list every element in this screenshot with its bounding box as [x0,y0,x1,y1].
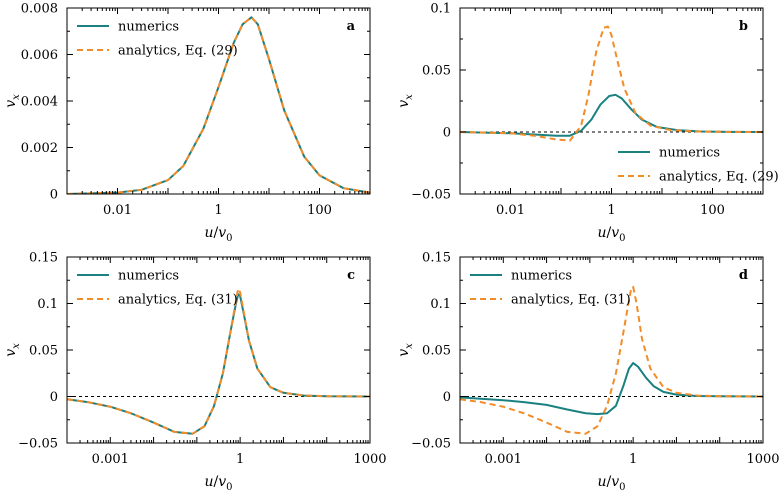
x-tick-label: 100 [307,203,332,218]
y-axis-label: vx [396,94,415,108]
legend-label-analytics: analytics, Eq. (29) [118,44,238,59]
x-axis-label: u/v0 [597,474,625,492]
y-tick-label: 0 [50,188,58,203]
legend-label-numerics: numerics [118,20,179,35]
y-axis-label: vx [3,343,22,357]
panel-letter: a [347,19,356,34]
panel-d: 0.001 1 1000 −0.05 0 0.05 0.1 0.15 u/v0 vx d numeri… [396,251,780,492]
panel-letter: c [347,268,355,283]
y-tick-label: 0.006 [21,48,58,63]
plot-frame [66,7,371,195]
x-tick-label: 1 [607,203,615,218]
series-line-numerics [67,293,370,435]
x-axis-label: u/v0 [204,474,232,492]
x-tick-label: 0.001 [485,452,522,467]
y-tick-label: 0.15 [29,251,58,266]
y-tick-label: 0 [443,126,451,141]
y-tick-label: 0.004 [21,95,58,110]
y-tick-label: 0.1 [37,297,58,312]
x-tick-label: 0.01 [103,203,132,218]
series-line-analytics [460,25,763,142]
series-line-numerics [460,362,763,416]
plot-frame [459,256,764,444]
panel-letter: d [739,268,748,283]
legend-label-analytics: analytics, Eq. (31) [118,293,238,308]
y-tick-label: 0.05 [422,64,451,79]
plot-frame [66,256,371,444]
y-tick-label: 0 [443,390,451,405]
legend: numerics analytics, Eq. (31) [470,269,631,308]
x-tick-label: 0.01 [496,203,525,218]
legend: numerics analytics, Eq. (31) [77,269,238,308]
panel-b: 0.01 1 100 −0.05 0 0.05 0.1 u/v0 vx b numerics anal… [396,2,779,245]
y-tick-label: 0.1 [430,2,451,17]
legend: numerics analytics, Eq. (29) [618,146,779,185]
x-tick-label: 1000 [746,452,779,467]
y-axis-label: vx [3,94,22,108]
x-axis-label: u/v0 [597,225,625,244]
y-tick-label: 0.002 [21,141,58,156]
legend-label-numerics: numerics [659,146,720,161]
legend-label-numerics: numerics [511,269,572,284]
panel-letter: b [739,19,748,34]
y-tick-label: −0.05 [411,437,451,452]
series-line-numerics [460,93,763,137]
series-line-analytics [67,287,370,435]
y-tick-label: −0.05 [411,188,451,203]
y-tick-label: −0.05 [18,437,58,452]
legend-label-analytics: analytics, Eq. (29) [659,170,779,185]
legend-label-numerics: numerics [118,269,179,284]
y-tick-label: 0 [50,390,58,405]
x-tick-label: 100 [700,203,725,218]
x-tick-label: 1 [236,452,244,467]
legend-label-analytics: analytics, Eq. (31) [511,293,631,308]
y-tick-label: 0.1 [430,297,451,312]
x-axis-label: u/v0 [204,225,232,244]
y-tick-label: 0.15 [422,251,451,266]
series-line-analytics [67,16,370,194]
x-tick-label: 1 [214,203,222,218]
panel-c: 0.001 1 1000 −0.05 0 0.05 0.1 0.15 u/v0 vx c numeri… [3,251,387,492]
y-tick-label: 0.05 [29,344,58,359]
panel-a: 0.01 1 100 0 0.002 0.004 0.006 0.008 u/v0 vx a nume… [3,2,371,244]
series-line-analytics [460,285,763,435]
x-tick-label: 1000 [353,452,386,467]
x-tick-label: 0.001 [92,452,129,467]
legend: numerics analytics, Eq. (29) [77,20,238,59]
x-tick-label: 1 [629,452,637,467]
y-tick-label: 0.05 [422,344,451,359]
y-axis-label: vx [396,343,415,357]
y-tick-label: 0.008 [21,2,58,17]
